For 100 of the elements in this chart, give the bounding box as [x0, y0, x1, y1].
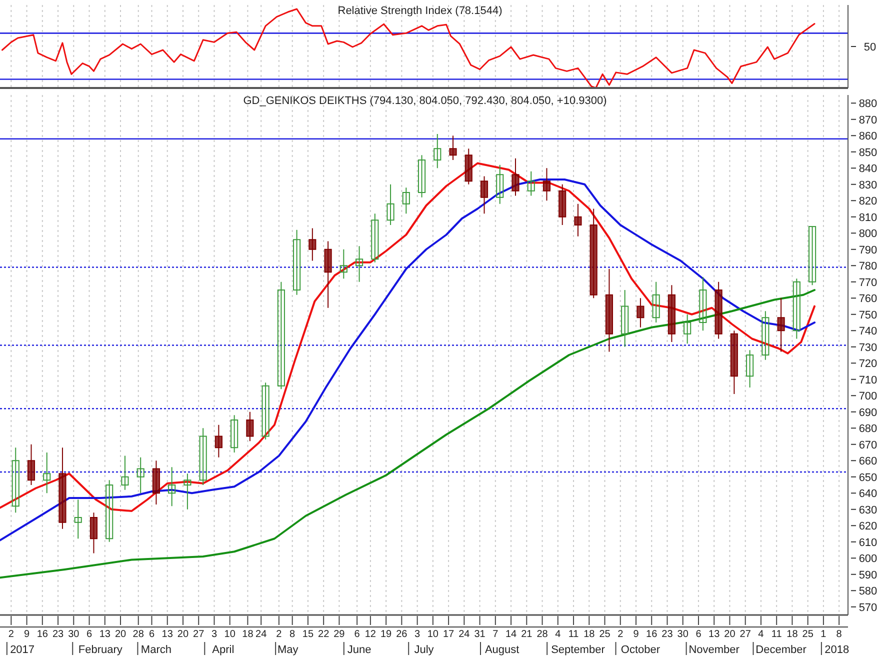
y-tick-label: 650: [858, 472, 878, 484]
x-tick-label: 4: [758, 629, 764, 640]
candlestick: [184, 473, 192, 510]
text: 50: [864, 42, 876, 54]
y-tick-label: 640: [858, 488, 878, 500]
y-tick-label: 700: [858, 390, 878, 403]
x-tick-label: 31: [474, 629, 486, 640]
y-tick-label: 670: [858, 439, 878, 452]
x-tick-label: 8: [836, 629, 842, 640]
y-tick-label: 780: [858, 260, 878, 273]
x-tick-label: 22: [318, 629, 330, 640]
x-tick-label: 20: [114, 629, 127, 640]
y-tick-label: 570: [858, 602, 878, 614]
x-tick-label: 23: [52, 629, 64, 640]
x-tick-label: 16: [646, 629, 658, 640]
y-tick-label: 770: [858, 276, 878, 289]
candlestick: [168, 466, 176, 507]
candlestick: [277, 281, 285, 390]
candlestick: [808, 226, 816, 286]
y-tick-label: 620: [858, 520, 878, 533]
candlestick: [746, 350, 754, 388]
candlestick: [74, 499, 82, 540]
x-tick-label: 16: [36, 629, 48, 640]
y-tick-label: 720: [858, 358, 878, 370]
candlestick: [371, 213, 379, 263]
x-tick-label: 4: [555, 629, 562, 640]
line-series: [0, 289, 816, 579]
candlestick: [386, 184, 394, 226]
x2-tick-label: August: [484, 644, 520, 656]
x-tick-label: 6: [86, 629, 92, 640]
x2-tick-label: July: [414, 644, 434, 656]
x-tick-label: 1: [820, 629, 827, 640]
x-tick-label: 21: [521, 629, 533, 640]
candlestick: [199, 428, 207, 486]
candlestick: [402, 187, 410, 214]
candlestick: [699, 276, 707, 332]
candlestick: [762, 310, 770, 360]
x-tick-label: 18: [786, 629, 798, 640]
x2-tick-label: April: [212, 644, 234, 656]
x-tick-label: 18: [584, 629, 596, 640]
x-tick-label: 28: [536, 629, 548, 640]
x-tick-label: 10: [224, 629, 236, 640]
y-tick-label: 750: [858, 309, 878, 322]
y-tick-label: 790: [858, 244, 878, 256]
x-tick-label: 23: [662, 629, 674, 640]
candlestick: [496, 164, 504, 204]
x-tick-label: 27: [740, 629, 752, 640]
x-tick-label: 26: [396, 629, 408, 640]
x-tick-label: 30: [68, 629, 80, 640]
candlestick: [262, 382, 270, 440]
x2-tick-label: October: [620, 644, 660, 656]
x-tick-label: 24: [256, 629, 268, 640]
candlestick: [480, 176, 488, 214]
x-tick-label: 6: [148, 629, 155, 640]
x2-tick-label: December: [756, 644, 807, 656]
x-tick-label: 11: [771, 629, 782, 640]
x-tick-label: 6: [696, 629, 702, 640]
candlestick: [449, 135, 457, 160]
candlestick: [106, 480, 114, 542]
y-tick-label: 630: [858, 504, 878, 516]
x-tick-label: 7: [492, 629, 499, 640]
y-tick-label: 760: [858, 293, 878, 306]
y-tick-label: 830: [858, 179, 878, 192]
x-tick-label: 25: [599, 629, 611, 640]
x2-tick-label: May: [277, 644, 299, 656]
y-tick-label: 800: [858, 228, 878, 240]
candlestick: [684, 314, 692, 344]
x-tick-label: 2: [618, 629, 624, 640]
candlestick: [43, 452, 51, 494]
candlestick: [27, 444, 36, 486]
x2-tick-label: March: [140, 644, 172, 656]
x-tick-label: 13: [99, 629, 111, 640]
candlestick: [356, 246, 364, 282]
x-tick-label: 25: [802, 629, 814, 640]
x-tick-label: 8: [290, 629, 296, 640]
y-tick-label: 850: [858, 146, 878, 159]
x2-tick-label: 2018: [824, 644, 850, 656]
y-tick-label: 730: [858, 342, 878, 354]
x-tick-label: 24: [458, 629, 470, 640]
candlestick: [308, 228, 316, 262]
x2-tick-label: 2017: [10, 644, 35, 656]
y-tick-label: 680: [858, 423, 878, 436]
candlestick: [636, 298, 644, 328]
x-tick-label: 9: [24, 629, 30, 640]
x-tick-label: 2: [276, 629, 282, 640]
x2-tick-label: June: [347, 644, 372, 656]
y-tick-label: 820: [858, 196, 878, 208]
candlestick: [574, 203, 582, 237]
y-tick-label: 600: [858, 553, 878, 566]
candlestick: [777, 298, 785, 352]
x-tick-label: 11: [568, 629, 580, 640]
y-tick-label: 740: [858, 326, 878, 338]
candlestick: [121, 455, 129, 490]
x-tick-label: 20: [177, 629, 189, 640]
y-tick-label: 580: [858, 586, 878, 598]
x-tick-label: 19: [380, 629, 392, 640]
candlestick: [418, 154, 426, 198]
x-tick-label: 27: [193, 629, 205, 640]
x-tick-label: 20: [724, 629, 736, 640]
y-tick-label: 880: [858, 98, 878, 110]
